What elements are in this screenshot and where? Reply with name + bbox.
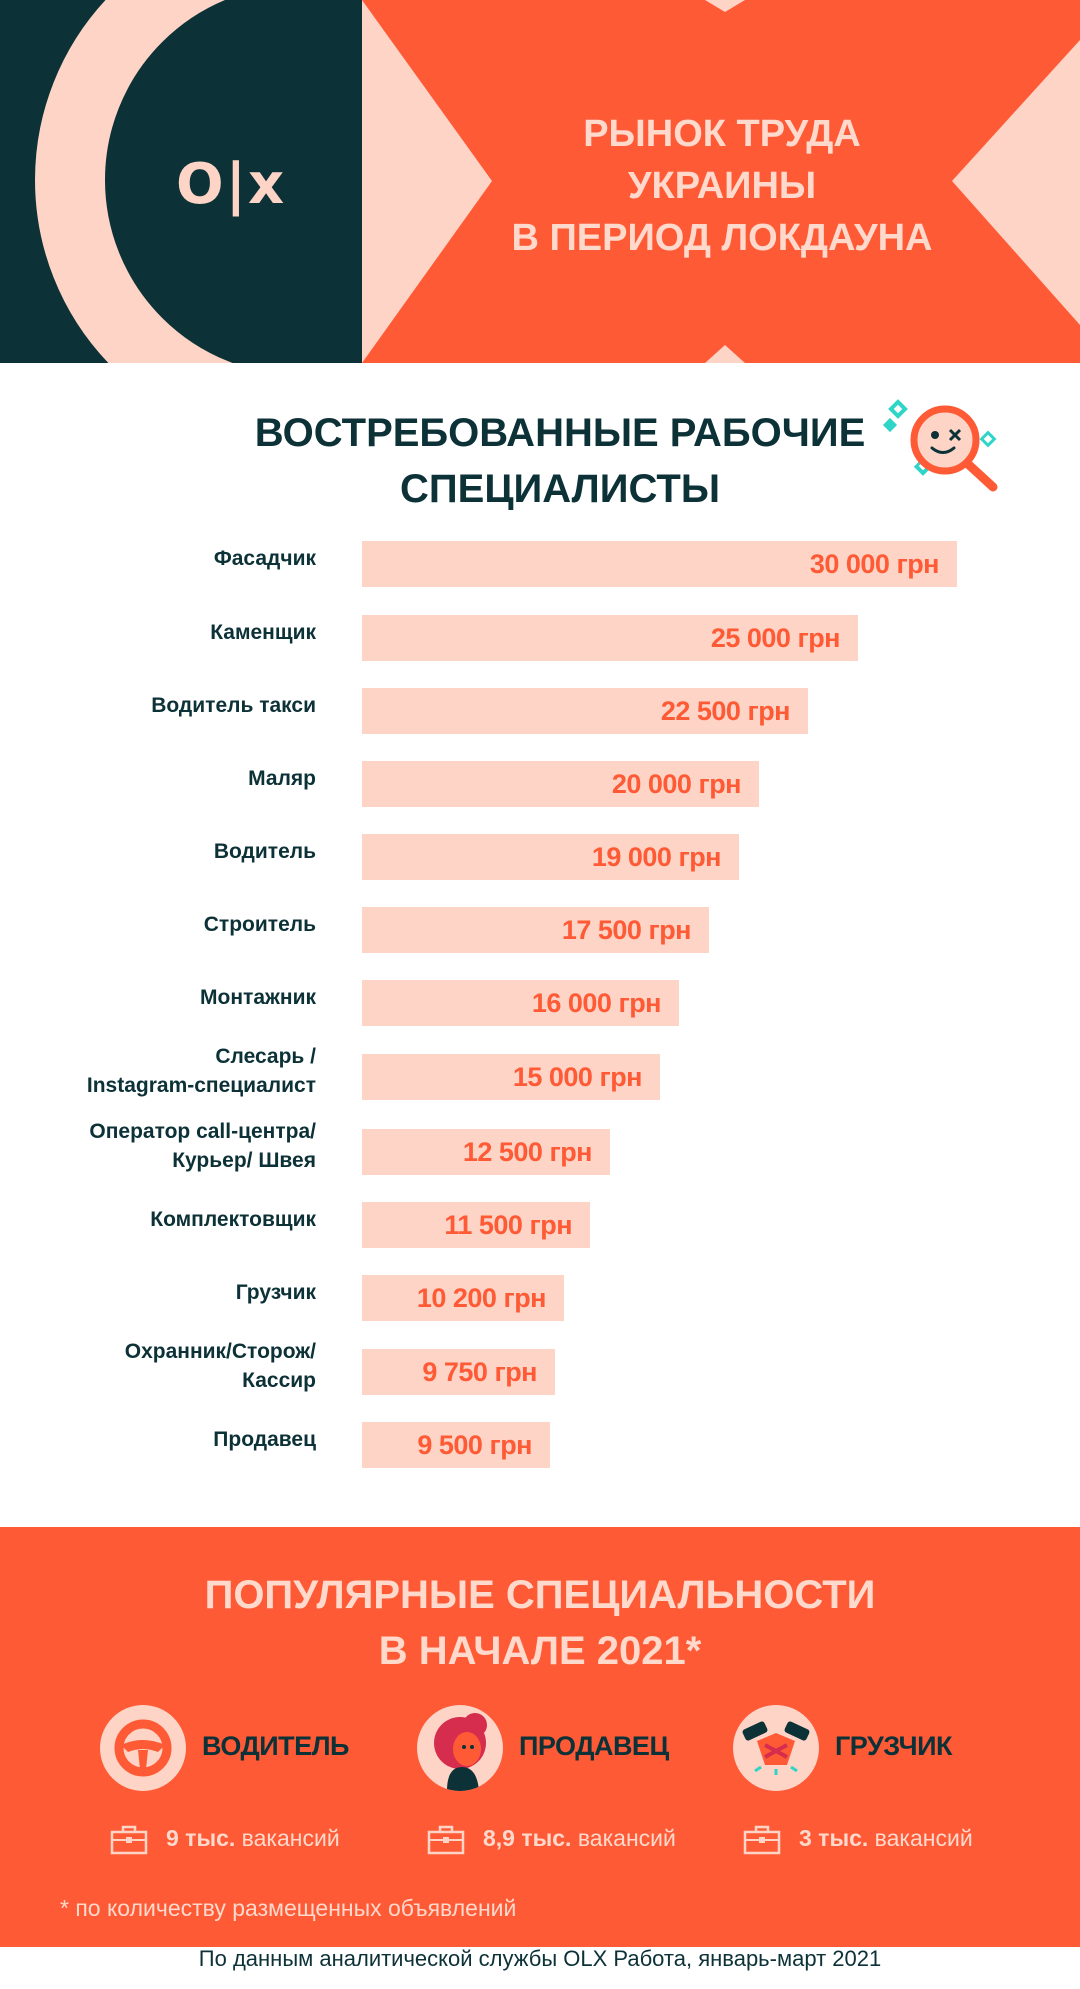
bar-value-label: 9 500 грн	[417, 1430, 532, 1460]
briefcase-icon	[427, 1825, 465, 1855]
category-label-line: Оператор call-центра/	[89, 1120, 316, 1143]
bar-value-label: 12 500 грн	[462, 1137, 593, 1167]
decorative-ring	[35, 0, 233, 363]
person-icon	[434, 1713, 487, 1791]
bar: 9 500 грн	[362, 1422, 550, 1468]
footnote: * по количеству размещенных объявлений	[60, 1895, 517, 1921]
category-label: Водитель	[20, 837, 316, 866]
category-label-line: Слесарь /	[215, 1045, 316, 1068]
header-banner: O|x РЫНОК ТРУДА УКРАИНЫ В ПЕРИОД ЛОКДАУН…	[0, 0, 1080, 363]
handshake-icon	[742, 1721, 810, 1775]
chart-title: ВОСТРЕБОВАННЫЕ РАБОЧИЕ СПЕЦИАЛИСТЫ	[180, 405, 940, 517]
category-label-line: Курьер/ Швея	[172, 1149, 316, 1172]
category-label: Фасадчик	[20, 544, 316, 573]
category-label-line: Комплектовщик	[150, 1207, 316, 1231]
steering-wheel-icon	[114, 1719, 172, 1777]
decorative-triangles	[362, 0, 1080, 363]
category-label-line: Монтажник	[200, 985, 316, 1009]
header-title-line: РЫНОК ТРУДА	[583, 113, 861, 155]
bar: 10 200 грн	[362, 1275, 564, 1321]
chart-title-line: ВОСТРЕБОВАННЫЕ РАБОЧИЕ	[254, 411, 866, 455]
popular-card-seller: ПРОДАВЕЦ 8,9 тыс. вакансий	[417, 1705, 747, 1865]
popular-card-driver: ВОДИТЕЛЬ 9 тыс. вакансий	[100, 1705, 430, 1865]
bar: 16 000 грн	[362, 980, 679, 1026]
bar-value-label: 9 750 грн	[422, 1357, 537, 1387]
popular-title-line: ПОПУЛЯРНЫЕ СПЕЦИАЛЬНОСТИ	[204, 1573, 876, 1617]
bar-value-label: 25 000 грн	[710, 623, 841, 653]
category-label: Слесарь / Instagram-специалист	[20, 1042, 316, 1100]
chart-title-line: СПЕЦИАЛИСТЫ	[400, 467, 720, 511]
briefcase-icon	[743, 1825, 781, 1855]
bar-value-label: 20 000 грн	[611, 769, 742, 799]
bar: 19 000 грн	[362, 834, 739, 880]
vacancy-unit: вакансий	[868, 1825, 973, 1852]
header-title: РЫНОК ТРУДА УКРАИНЫ В ПЕРИОД ЛОКДАУНА	[472, 108, 972, 264]
popular-card-loader: ГРУЗЧИК 3 тыс. вакансий	[733, 1705, 1063, 1865]
popular-title: ПОПУЛЯРНЫЕ СПЕЦИАЛЬНОСТИ В НАЧАЛЕ 2021*	[0, 1567, 1080, 1679]
category-label-line: Грузчик	[235, 1280, 316, 1304]
magnifier-face-icon	[882, 399, 998, 492]
bar: 30 000 грн	[362, 541, 957, 587]
category-label: Водитель такси	[20, 691, 316, 720]
briefcase-icon	[110, 1825, 148, 1855]
category-label: Продавец	[20, 1425, 316, 1454]
olx-logo: O|x	[176, 152, 287, 217]
category-label: Грузчик	[20, 1278, 316, 1307]
bar-value-label: 11 500 грн	[444, 1210, 572, 1240]
bar-value-label: 22 500 грн	[660, 696, 791, 726]
avatar	[733, 1705, 819, 1791]
bar-value-label: 10 200 грн	[416, 1283, 547, 1313]
category-label: Строитель	[20, 910, 316, 939]
category-label-line: Кассир	[242, 1369, 316, 1392]
category-label: Каменщик	[20, 618, 316, 647]
header-title-line: В ПЕРИОД ЛОКДАУНА	[511, 217, 933, 259]
category-label: Комплектовщик	[20, 1205, 316, 1234]
header-title-panel: РЫНОК ТРУДА УКРАИНЫ В ПЕРИОД ЛОКДАУНА	[362, 0, 1080, 363]
popular-card-vacancies: 3 тыс. вакансий	[743, 1825, 973, 1855]
category-label-line: Водитель такси	[151, 693, 316, 717]
vacancy-count: 9 тыс.	[166, 1825, 236, 1852]
bar: 9 750 грн	[362, 1349, 555, 1395]
bar-value-label: 16 000 грн	[531, 988, 662, 1018]
bar: 22 500 грн	[362, 688, 808, 734]
popular-card-vacancies: 8,9 тыс. вакансий	[427, 1825, 676, 1855]
bar-value-label: 15 000 грн	[512, 1062, 643, 1092]
category-label: Монтажник	[20, 983, 316, 1012]
bar-value-label: 17 500 грн	[561, 915, 692, 945]
bar: 12 500 грн	[362, 1129, 610, 1175]
bar: 15 000 грн	[362, 1054, 660, 1100]
bar-value-label: 30 000 грн	[809, 549, 940, 579]
header-logo-panel: O|x	[0, 0, 362, 363]
category-label-line: Охранник/Сторож/	[124, 1340, 316, 1363]
bar: 25 000 грн	[362, 615, 858, 661]
avatar	[417, 1705, 503, 1791]
bar: 17 500 грн	[362, 907, 709, 953]
popular-card-name: ГРУЗЧИК	[835, 1731, 953, 1761]
bar: 20 000 грн	[362, 761, 759, 807]
category-label-line: Instagram-специалист	[86, 1074, 316, 1097]
vacancy-unit: вакансий	[235, 1825, 340, 1852]
header-title-line: УКРАИНЫ	[627, 165, 817, 207]
source-note: По данным аналитической службы OLX Работ…	[198, 1946, 882, 1971]
category-label-line: Водитель	[213, 839, 316, 863]
category-label-line: Фасадчик	[213, 546, 316, 570]
category-label-line: Строитель	[203, 912, 316, 936]
popular-card-name: ВОДИТЕЛЬ	[202, 1731, 349, 1761]
popular-title-line: В НАЧАЛЕ 2021*	[378, 1629, 702, 1673]
category-label-line: Каменщик	[210, 620, 316, 644]
vacancy-count: 8,9 тыс.	[483, 1825, 572, 1852]
popular-section: ПОПУЛЯРНЫЕ СПЕЦИАЛЬНОСТИ В НАЧАЛЕ 2021* …	[0, 1527, 1080, 1947]
bar: 11 500 грн	[362, 1202, 590, 1248]
vacancy-unit: вакансий	[571, 1825, 676, 1852]
category-label: Оператор call-центра/Курьер/ Швея	[20, 1117, 316, 1175]
category-label: Маляр	[20, 764, 316, 793]
popular-card-name: ПРОДАВЕЦ	[519, 1731, 669, 1761]
category-label-line: Продавец	[213, 1427, 316, 1451]
category-label: Охранник/Сторож/Кассир	[20, 1337, 316, 1395]
bar-value-label: 19 000 грн	[591, 842, 722, 872]
popular-card-vacancies: 9 тыс. вакансий	[110, 1825, 340, 1855]
avatar	[100, 1705, 186, 1791]
category-label-line: Маляр	[248, 766, 316, 790]
vacancy-count: 3 тыс.	[799, 1825, 869, 1852]
